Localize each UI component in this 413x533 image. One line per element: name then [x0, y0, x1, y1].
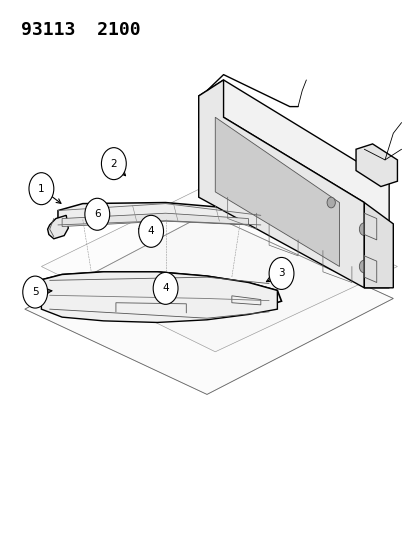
Polygon shape — [363, 203, 392, 288]
Polygon shape — [215, 117, 339, 266]
Circle shape — [268, 257, 293, 289]
Polygon shape — [41, 181, 396, 352]
Circle shape — [101, 148, 126, 180]
Polygon shape — [198, 80, 363, 288]
Polygon shape — [33, 272, 281, 316]
Circle shape — [358, 260, 368, 273]
Circle shape — [138, 215, 163, 247]
Polygon shape — [198, 80, 388, 288]
Circle shape — [153, 272, 178, 304]
Polygon shape — [47, 215, 68, 239]
Text: 1: 1 — [38, 184, 45, 193]
Circle shape — [358, 223, 368, 236]
Text: 4: 4 — [147, 227, 154, 236]
Polygon shape — [58, 203, 260, 225]
Polygon shape — [41, 272, 277, 322]
Circle shape — [23, 276, 47, 308]
Circle shape — [326, 197, 335, 208]
Text: 5: 5 — [32, 287, 38, 297]
Circle shape — [29, 173, 54, 205]
Polygon shape — [355, 144, 396, 187]
Circle shape — [85, 198, 109, 230]
Text: 2: 2 — [110, 159, 117, 168]
Text: 93113  2100: 93113 2100 — [21, 21, 140, 39]
Text: 3: 3 — [278, 269, 284, 278]
Polygon shape — [25, 213, 392, 394]
Polygon shape — [62, 213, 248, 227]
Text: 6: 6 — [94, 209, 100, 219]
Text: 4: 4 — [162, 284, 169, 293]
